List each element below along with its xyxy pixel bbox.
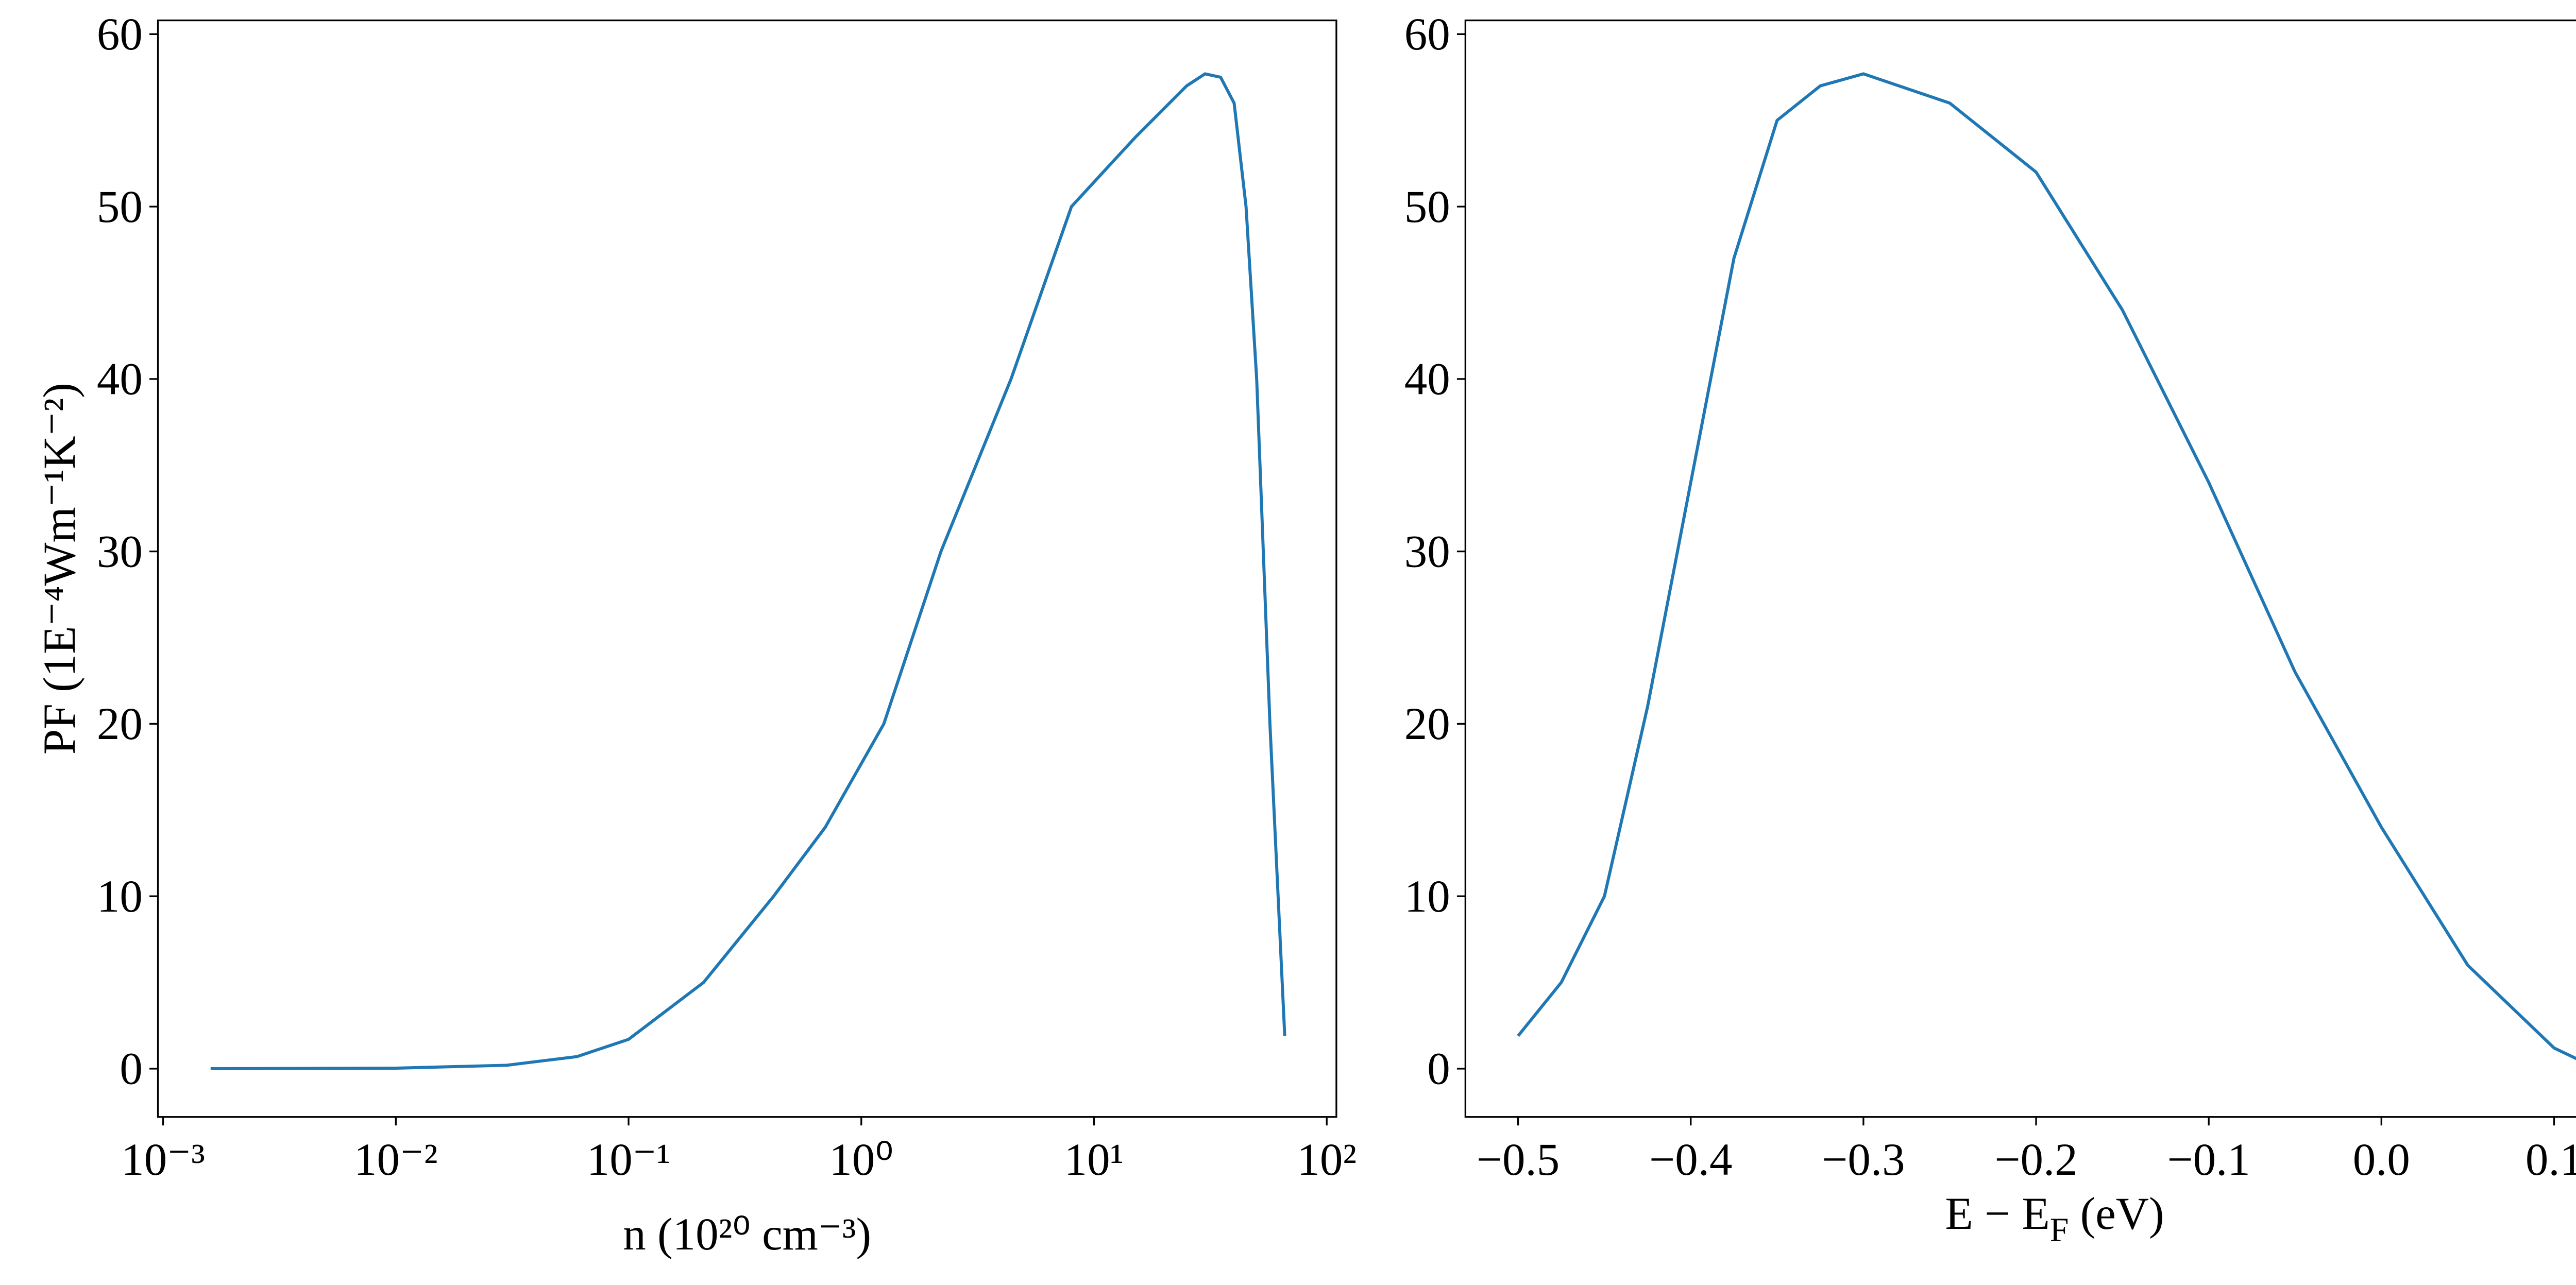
x-tick-label: −0.5 <box>1477 1135 1560 1185</box>
data-line <box>210 72 1286 1070</box>
x-axis-label: E − EF (eV) <box>1945 1189 2164 1248</box>
x-tick-label: 10⁻¹ <box>587 1135 671 1185</box>
y-tick-label: 30 <box>97 526 143 577</box>
x-tick-label: −0.2 <box>1994 1135 2077 1185</box>
plot-frame <box>1464 19 2576 1118</box>
x-tick-label: 10⁰ <box>829 1135 893 1185</box>
x-tick-label: 10² <box>1297 1135 1357 1185</box>
y-tick-label: 60 <box>97 9 143 60</box>
y-tick-label: 60 <box>1404 9 1450 60</box>
y-tick-label: 20 <box>1404 699 1450 749</box>
x-axis-label-part: (eV) <box>2069 1189 2164 1239</box>
x-axis-label-part: F <box>2050 1211 2069 1248</box>
y-axis-label: PF (1E⁻⁴Wm⁻¹K⁻²) <box>35 383 85 755</box>
data-line <box>1517 72 2576 1060</box>
x-tick-label: 10⁻³ <box>121 1135 205 1185</box>
x-tick-label: 10⁻² <box>354 1135 438 1185</box>
x-axis-label-part: E − E <box>1945 1189 2049 1239</box>
x-tick-label: −0.4 <box>1649 1135 1732 1185</box>
y-tick-label: 40 <box>1404 354 1450 405</box>
y-tick-label: 10 <box>1404 871 1450 922</box>
x-tick-label: 0.0 <box>2353 1135 2410 1185</box>
y-tick-label: 10 <box>97 871 143 922</box>
y-tick-label: 40 <box>97 354 143 405</box>
x-tick-label: 0.1 <box>2526 1135 2576 1185</box>
y-tick-label: 0 <box>1427 1044 1450 1094</box>
plot-frame <box>157 19 1337 1118</box>
y-tick-label: 0 <box>120 1044 142 1094</box>
x-axis-label: n (10²⁰ cm⁻³) <box>623 1209 871 1260</box>
x-tick-label: 10¹ <box>1064 1135 1124 1185</box>
x-tick-label: −0.1 <box>2167 1135 2250 1185</box>
y-tick-label: 20 <box>97 699 143 749</box>
y-tick-label: 50 <box>97 182 143 232</box>
y-tick-label: 30 <box>1404 526 1450 577</box>
x-tick-label: −0.3 <box>1822 1135 1905 1185</box>
y-tick-label: 50 <box>1404 182 1450 232</box>
